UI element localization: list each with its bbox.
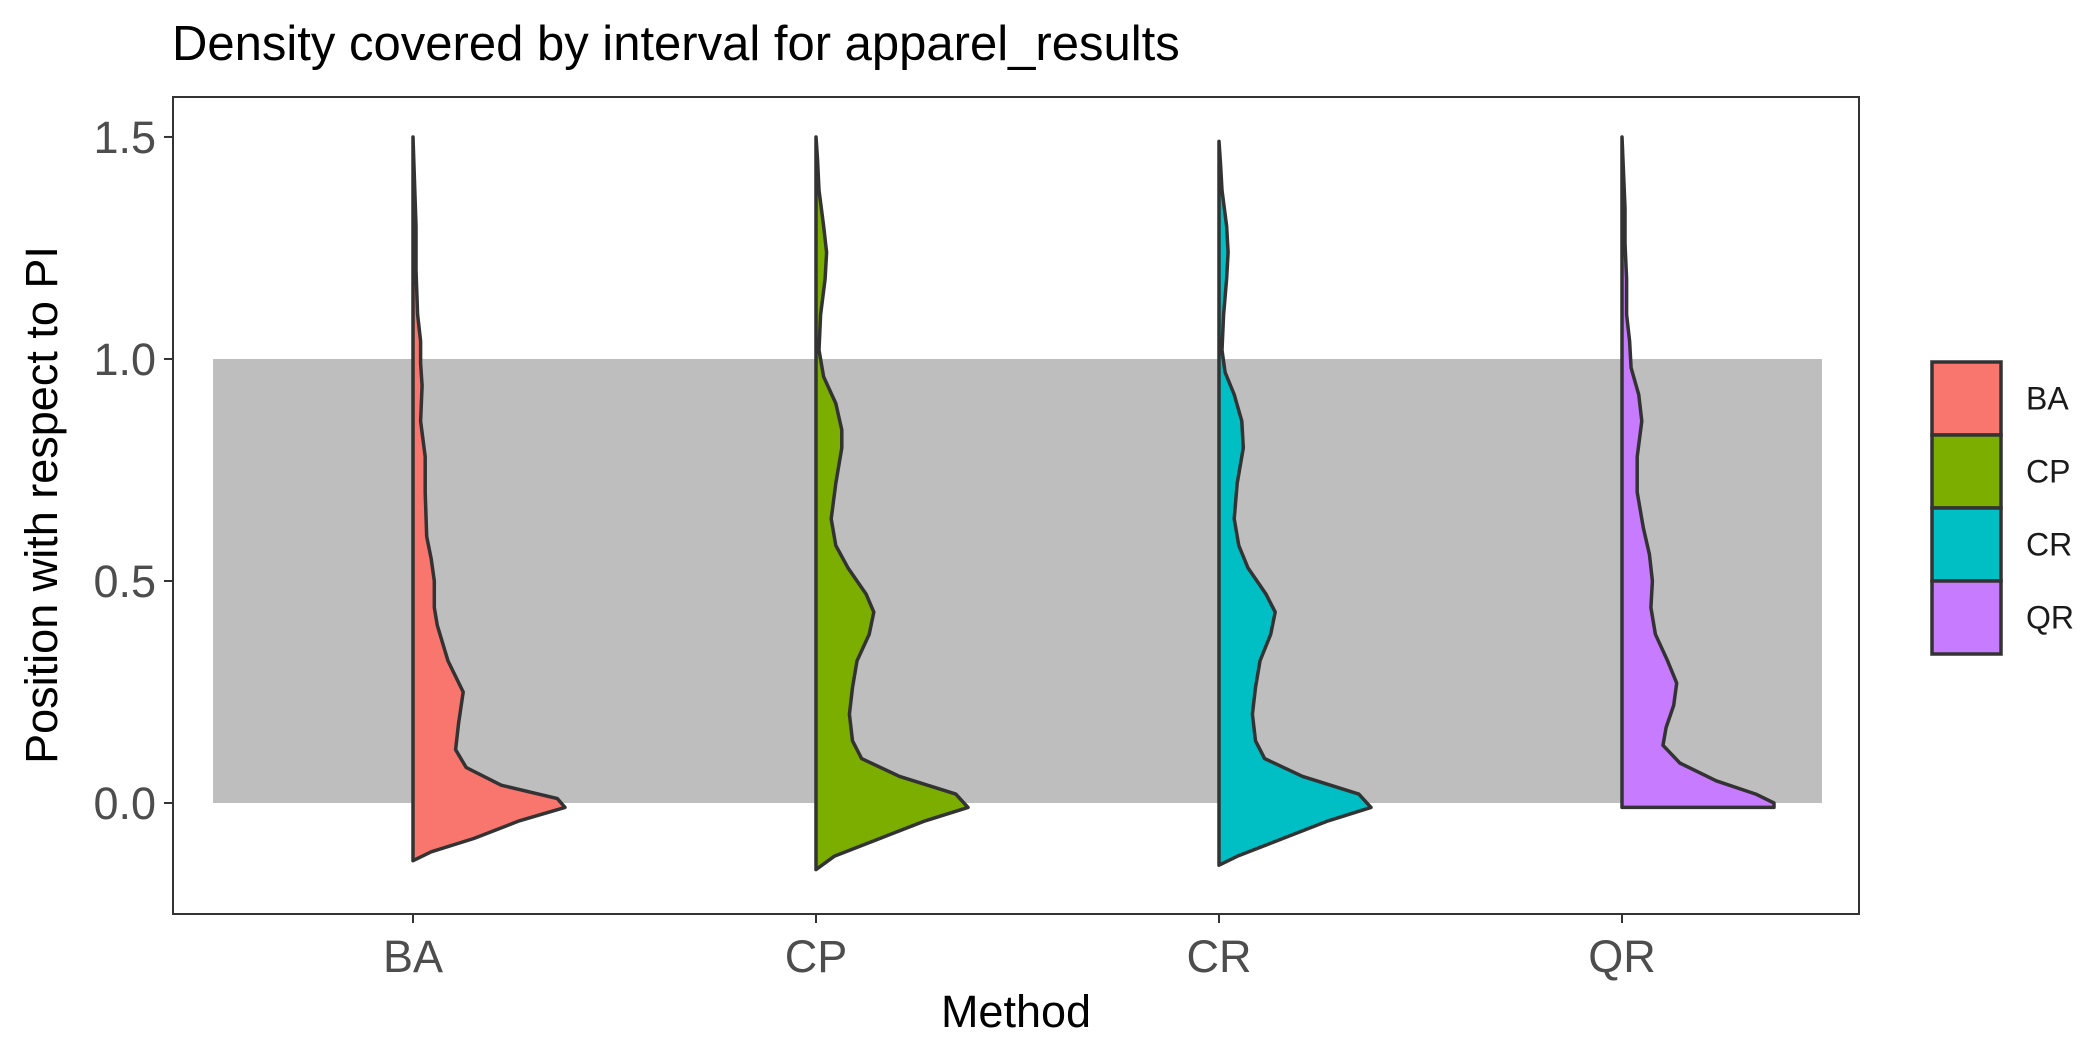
violin-layer xyxy=(411,135,1776,872)
y-tick-label: 0.0 xyxy=(93,778,156,829)
x-tick-label: CP xyxy=(785,931,848,982)
chart-title: Density covered by interval for apparel_… xyxy=(172,17,1180,71)
y-axis-title: Position with respect to PI xyxy=(16,246,67,764)
y-tick-label: 1.5 xyxy=(93,112,156,163)
y-tick-label: 0.5 xyxy=(93,556,156,607)
violin-qr xyxy=(1620,135,1776,810)
legend: BA CP CR QR xyxy=(1930,360,2074,656)
interval-band xyxy=(213,358,1822,803)
y-axis: 0.0 0.5 1.0 1.5 xyxy=(93,112,173,829)
legend-label: QR xyxy=(2026,600,2074,636)
x-tick-label: BA xyxy=(383,931,443,982)
legend-label: CR xyxy=(2026,527,2072,563)
x-axis-title: Method xyxy=(941,986,1091,1037)
y-tick-label: 1.0 xyxy=(93,334,156,385)
legend-key-ba xyxy=(1930,360,2003,437)
x-tick-label: CR xyxy=(1187,931,1252,982)
violin-cp xyxy=(814,135,970,872)
violin-ba xyxy=(411,135,567,863)
legend-key-qr xyxy=(1930,579,2003,656)
x-axis: BA CP CR QR xyxy=(383,914,1656,982)
plot-border xyxy=(172,96,1860,915)
legend-key-cr xyxy=(1930,506,2003,583)
band-layer xyxy=(213,358,1822,803)
violin-cr xyxy=(1217,139,1373,867)
legend-key-cp xyxy=(1930,433,2003,510)
legend-label: CP xyxy=(2026,454,2070,490)
legend-label: BA xyxy=(2026,381,2069,417)
x-tick-label: QR xyxy=(1588,931,1656,982)
